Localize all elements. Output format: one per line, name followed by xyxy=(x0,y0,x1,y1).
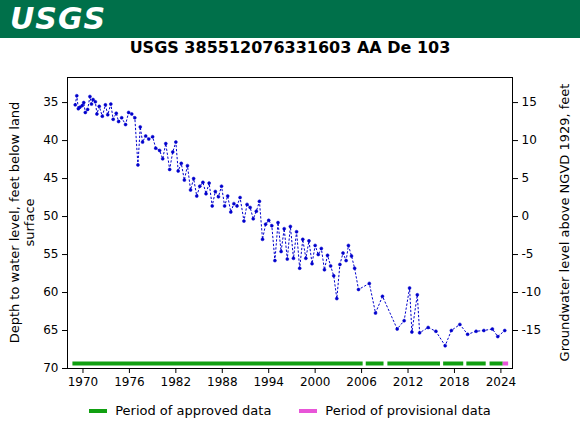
svg-text:45: 45 xyxy=(43,171,58,185)
svg-text:Depth to water level, feet bel: Depth to water level, feet below landsur… xyxy=(7,102,37,344)
svg-text:10: 10 xyxy=(522,133,537,147)
svg-text:2024: 2024 xyxy=(486,375,517,389)
svg-text:35: 35 xyxy=(43,95,58,109)
svg-text:55: 55 xyxy=(43,247,58,261)
svg-text:2018: 2018 xyxy=(439,375,470,389)
svg-text:1976: 1976 xyxy=(114,375,145,389)
svg-text:1982: 1982 xyxy=(161,375,192,389)
svg-text:Groundwater level above NGVD 1: Groundwater level above NGVD 1929, feet xyxy=(557,84,572,362)
svg-text:2000: 2000 xyxy=(300,375,331,389)
svg-text:40: 40 xyxy=(43,133,58,147)
svg-text:0: 0 xyxy=(522,209,530,223)
svg-text:1970: 1970 xyxy=(68,375,99,389)
svg-text:2006: 2006 xyxy=(346,375,377,389)
svg-text:2012: 2012 xyxy=(393,375,424,389)
html-text:USGS: USGS xyxy=(10,1,107,36)
svg-text:15: 15 xyxy=(522,95,537,109)
svg-text:70: 70 xyxy=(43,361,58,375)
svg-text:-5: -5 xyxy=(522,247,534,261)
html-text:USGS 385512076331603 AA De 103: USGS 385512076331603 AA De 103 xyxy=(129,38,451,57)
svg-text:-10: -10 xyxy=(522,285,542,299)
svg-text:65: 65 xyxy=(43,323,58,337)
html-text:Period of provisional data: Period of provisional data xyxy=(325,403,491,418)
svg-text:-15: -15 xyxy=(522,323,542,337)
svg-text:50: 50 xyxy=(43,209,58,223)
svg-text:1994: 1994 xyxy=(253,375,284,389)
svg-text:5: 5 xyxy=(522,171,530,185)
svg-text:1988: 1988 xyxy=(207,375,238,389)
svg-text:60: 60 xyxy=(43,285,58,299)
html-text:Period of approved data: Period of approved data xyxy=(115,403,272,418)
